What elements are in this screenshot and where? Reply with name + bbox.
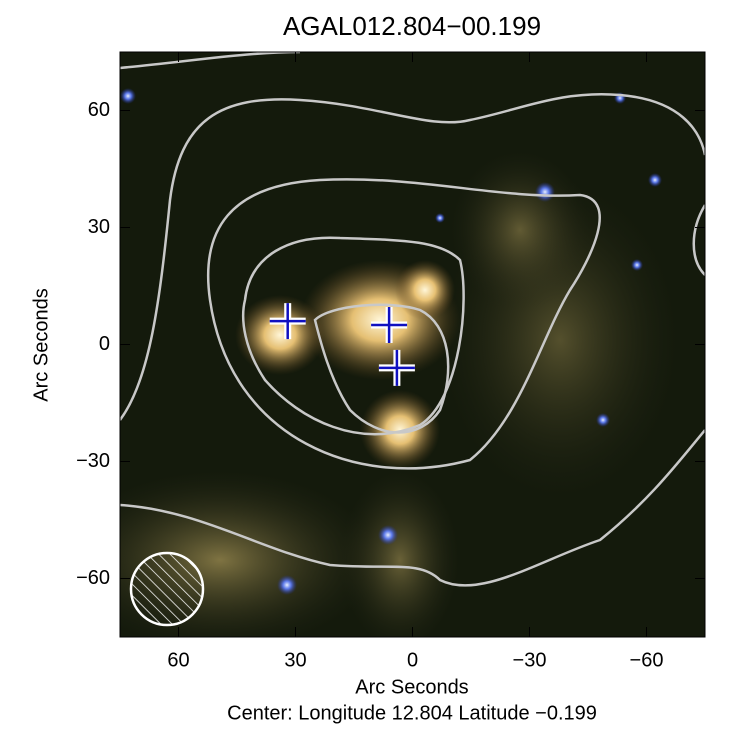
source-marker: [269, 303, 306, 340]
x-tick-label: 60: [167, 649, 189, 671]
x-tick-label: 30: [284, 649, 306, 671]
y-tick-label: 0: [99, 333, 110, 355]
caption: Center: Longitude 12.804 Latitude −0.199: [227, 702, 597, 724]
chart-title: AGAL012.804−00.199: [283, 11, 541, 41]
x-tick-label: −30: [513, 649, 547, 671]
y-axis-label: Arc Seconds: [30, 288, 52, 401]
y-tick-label: −60: [76, 567, 110, 589]
y-tick-label: −30: [76, 450, 110, 472]
source-marker: [378, 349, 415, 386]
x-tick-label: −60: [630, 649, 664, 671]
image: [120, 52, 705, 637]
y-tick-label: 30: [88, 216, 110, 238]
x-axis-label: Arc Seconds: [355, 676, 468, 698]
source-marker: [371, 307, 408, 343]
x-tick-label: 0: [407, 649, 418, 671]
y-tick-label: 60: [88, 99, 110, 121]
